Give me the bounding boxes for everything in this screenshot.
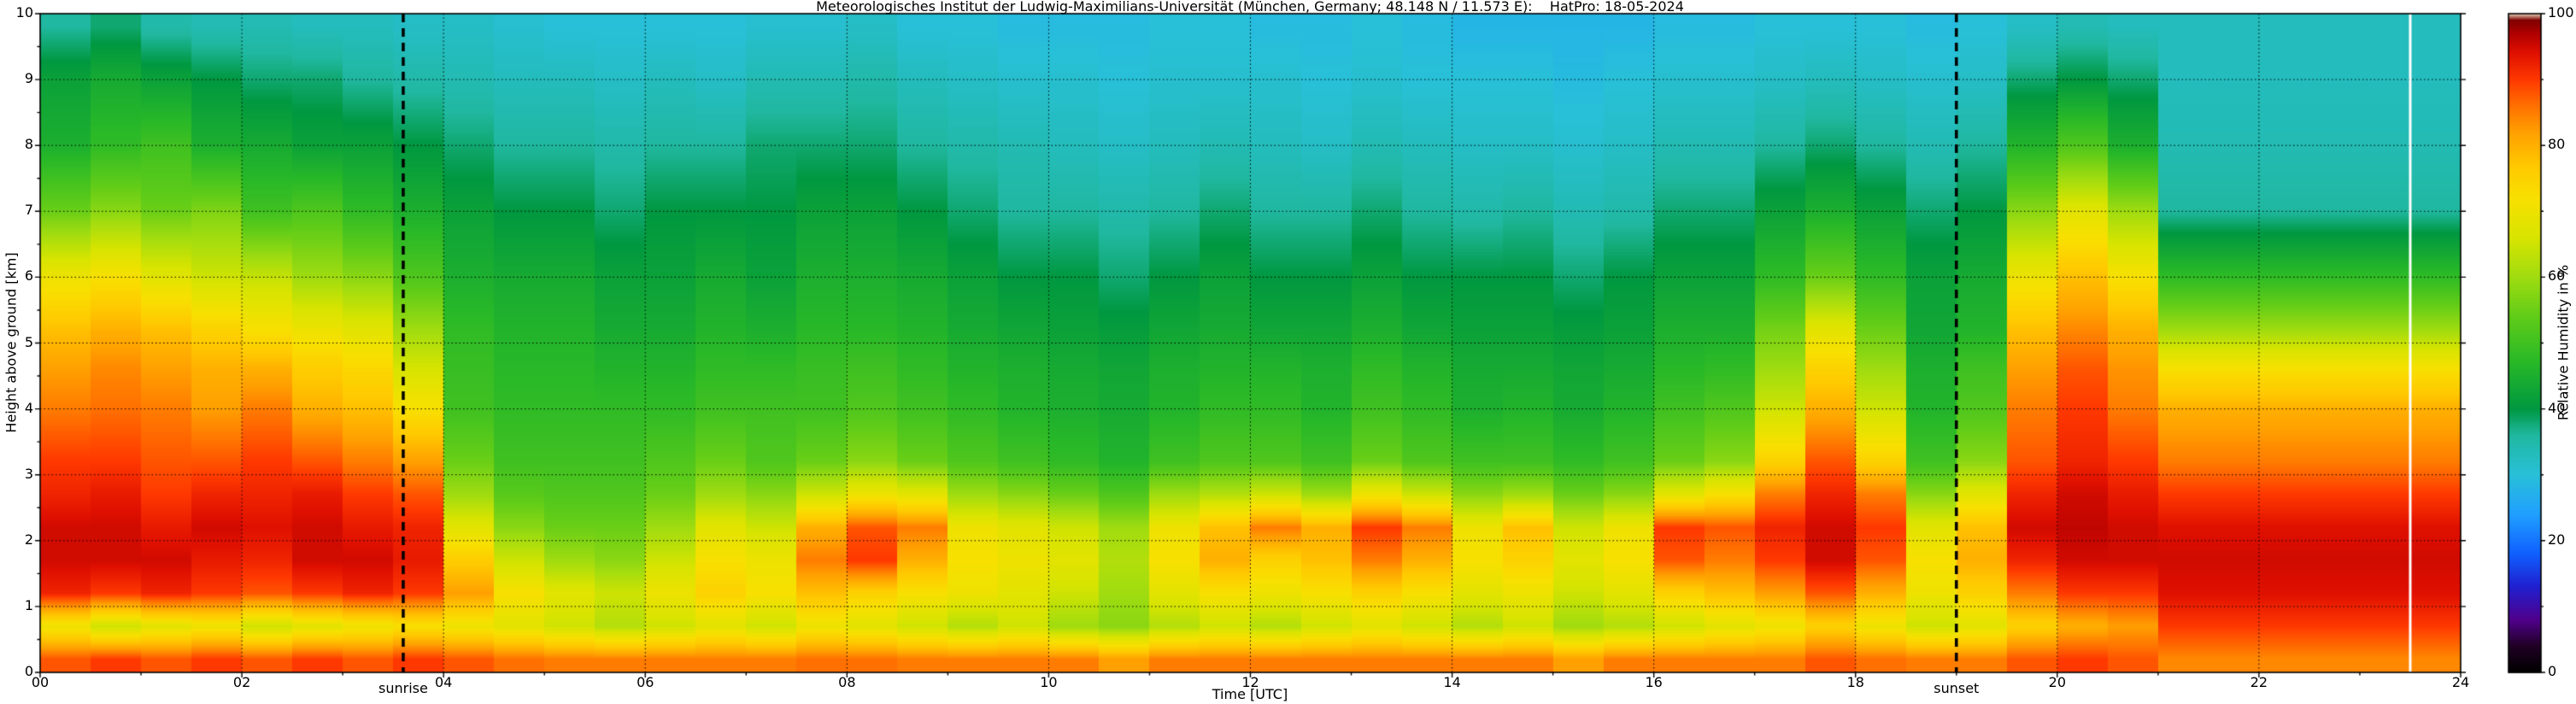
- x-tick-label: 08: [838, 674, 856, 690]
- x-tick-label: 24: [2451, 674, 2470, 690]
- colorbar-tick-label: 60: [2548, 267, 2566, 285]
- y-tick-label: 2: [24, 531, 33, 548]
- colorbar-label: Relative Humidity in %: [2555, 264, 2572, 421]
- x-tick-label: 22: [2250, 674, 2268, 690]
- y-tick-label: 5: [24, 333, 33, 350]
- y-tick-label: 4: [24, 399, 33, 416]
- y-tick-label: 8: [24, 136, 33, 153]
- x-tick-label: 18: [1846, 674, 1864, 690]
- x-tick-label: 14: [1443, 674, 1461, 690]
- x-tick-label: 12: [1241, 674, 1259, 690]
- chart-title: Meteorologisches Institut der Ludwig-Max…: [816, 0, 1684, 15]
- colorbar-tick-label: 100: [2548, 4, 2574, 21]
- x-tick-label: 16: [1645, 674, 1663, 690]
- annotation-label: sunrise: [378, 680, 428, 696]
- x-tick-label: 04: [434, 674, 453, 690]
- colorbar-tick-label: 0: [2548, 663, 2557, 679]
- y-tick-label: 0: [24, 663, 33, 679]
- x-tick-label: 00: [31, 674, 50, 690]
- colorbar-tick-label: 80: [2548, 136, 2566, 153]
- y-tick-label: 9: [24, 70, 33, 87]
- y-tick-label: 1: [24, 596, 33, 613]
- y-tick-label: 6: [24, 267, 33, 285]
- colorbar-tick-label: 40: [2548, 399, 2566, 416]
- y-tick-label: 3: [24, 465, 33, 482]
- y-tick-label: 10: [15, 4, 33, 21]
- x-tick-label: 20: [2048, 674, 2066, 690]
- y-tick-label: 7: [24, 202, 33, 219]
- x-tick-label: 10: [1040, 674, 1058, 690]
- x-tick-label: 06: [637, 674, 654, 690]
- x-axis-label: Time [UTC]: [1212, 686, 1288, 702]
- x-tick-label: 02: [232, 674, 251, 690]
- annotation-label: sunset: [1933, 680, 1980, 696]
- colorbar-tick-label: 20: [2548, 531, 2566, 548]
